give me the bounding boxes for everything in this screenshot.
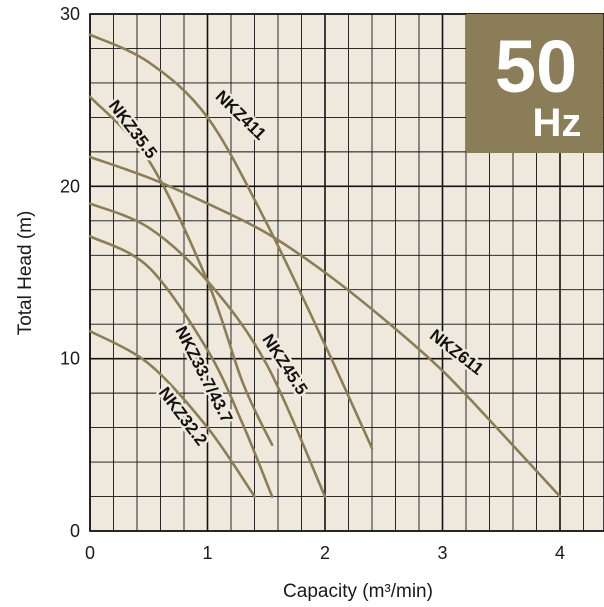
badge-frequency-unit: Hz: [533, 101, 582, 145]
curve-3: [88, 202, 327, 498]
x-tick-label: 0: [85, 543, 95, 563]
y-tick-label: 0: [70, 521, 80, 541]
x-tick-label: 3: [437, 543, 447, 563]
y-tick-label: 20: [60, 176, 80, 196]
curve-2: [88, 155, 562, 498]
y-axis-ticks: 0 10 20 30: [60, 4, 80, 541]
y-tick-label: 10: [60, 349, 80, 369]
badge-background: [466, 14, 603, 153]
x-axis-ticks: 0 1 2 3 4: [85, 543, 565, 563]
x-tick-label: 2: [320, 543, 330, 563]
x-tick-label: 4: [555, 543, 565, 563]
curve-0: [88, 33, 374, 450]
plot-frame: [89, 13, 604, 532]
badge-50hz: 50 Hz: [466, 14, 603, 153]
x-axis-title: Capacity (m³/min): [283, 581, 433, 602]
x-tick-label: 1: [202, 543, 212, 563]
y-tick-label: 30: [60, 4, 80, 24]
curve-4: [88, 235, 274, 498]
y-axis-title: Total Head (m): [15, 211, 36, 336]
curve-5: [88, 329, 256, 498]
badge-frequency-value: 50: [495, 25, 577, 108]
performance-curves: [88, 33, 562, 498]
